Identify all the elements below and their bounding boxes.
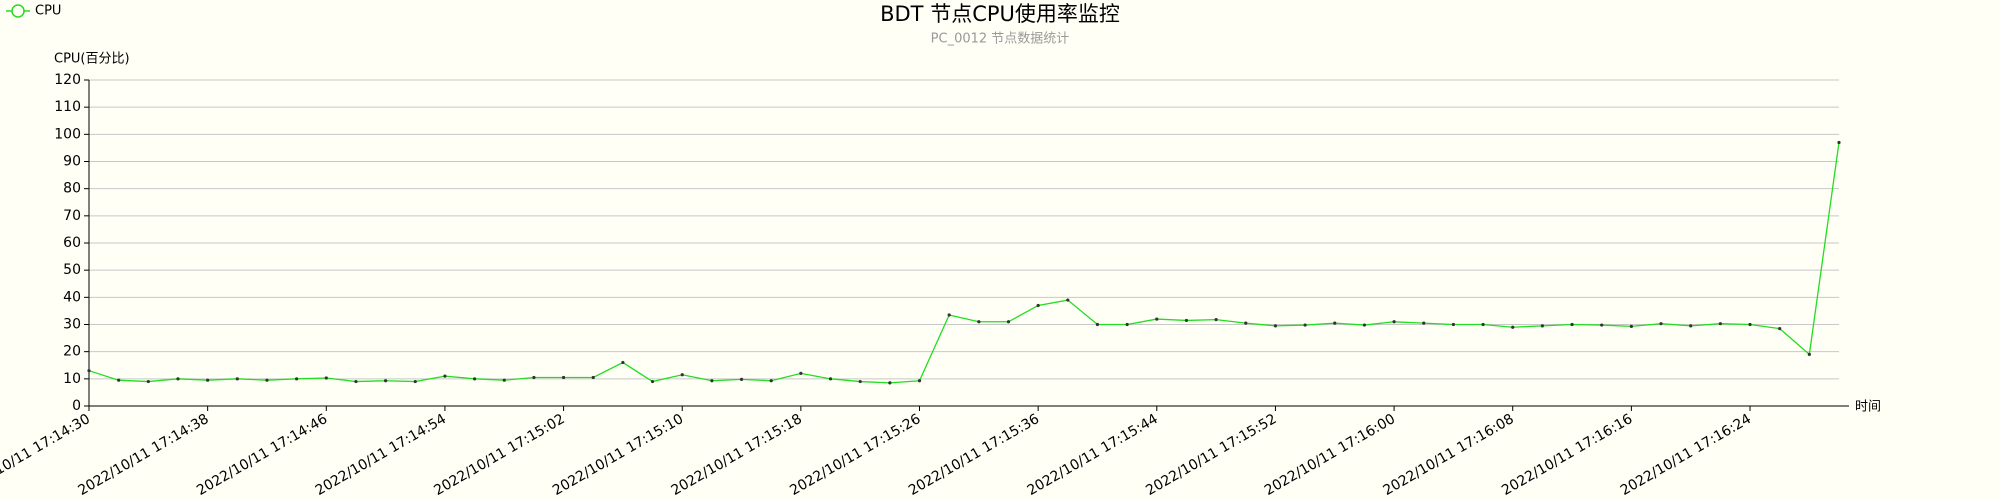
data-point [1629, 324, 1633, 329]
data-point [1066, 298, 1070, 302]
data-point [472, 377, 477, 381]
data-point [384, 379, 388, 383]
data-point [1748, 322, 1752, 327]
data-point [532, 375, 536, 380]
data-point [1540, 324, 1544, 328]
data-point [413, 379, 417, 384]
data-point [235, 377, 239, 381]
y-tick-label: 80 [63, 181, 81, 197]
data-point [324, 376, 328, 380]
data-point [295, 377, 299, 381]
data-point [977, 320, 981, 324]
data-point [1807, 352, 1811, 356]
data-point [117, 378, 121, 382]
y-tick-label: 10 [63, 371, 81, 387]
data-point [888, 381, 892, 385]
data-point [1422, 321, 1426, 325]
data-point [858, 379, 862, 384]
data-point [1125, 322, 1129, 327]
data-point [1481, 322, 1485, 327]
data-point [591, 375, 595, 380]
data-point [1184, 318, 1189, 323]
data-point [621, 360, 625, 365]
data-point [828, 377, 833, 381]
y-tick-label: 0 [72, 398, 81, 414]
data-point [176, 377, 180, 381]
y-tick-label: 40 [63, 289, 81, 305]
data-point [1718, 322, 1722, 326]
y-tick-label: 30 [63, 317, 81, 333]
data-point [1570, 322, 1574, 327]
data-point [1511, 325, 1515, 329]
y-tick-label: 70 [63, 208, 81, 224]
chart-subtitle: PC_0012 节点数据统计 [931, 32, 1070, 47]
data-point [1451, 322, 1456, 327]
data-point [1689, 324, 1693, 328]
data-point [1392, 320, 1396, 324]
data-point [1006, 320, 1011, 324]
data-point [561, 375, 566, 380]
data-point [1036, 303, 1040, 308]
data-point [769, 379, 773, 383]
data-line [88, 142, 1840, 384]
data-point [917, 379, 922, 383]
data-point [1362, 323, 1367, 327]
y-tick-label: 50 [63, 262, 81, 278]
data-point [1273, 324, 1278, 328]
y-tick-label: 100 [54, 126, 81, 142]
data-point [502, 378, 506, 382]
data-point [680, 373, 684, 377]
data-point [354, 379, 358, 384]
data-point [1155, 317, 1159, 321]
data-point [1659, 322, 1663, 326]
data-point [1778, 326, 1782, 331]
data-point [947, 313, 951, 317]
data-point [1095, 322, 1100, 327]
data-point [443, 374, 447, 378]
data-point [799, 371, 803, 375]
data-point [1600, 323, 1604, 327]
data-point [739, 377, 744, 381]
data-point [1333, 321, 1337, 325]
y-tick-label: 20 [63, 344, 81, 360]
data-point [1303, 323, 1307, 327]
data-point [87, 369, 91, 373]
legend-label: CPU [35, 4, 61, 19]
data-point [1837, 140, 1841, 145]
data-point [265, 378, 269, 382]
y-tick-label: 110 [54, 99, 81, 115]
y-axis-label: CPU(百分比) [54, 52, 130, 67]
legend-marker [11, 4, 25, 18]
data-point [650, 379, 655, 384]
x-axis-label: 时间 [1855, 400, 1881, 415]
y-tick-label: 60 [63, 235, 81, 251]
y-tick-label: 120 [54, 72, 81, 88]
y-tick-label: 90 [63, 154, 81, 170]
chart-title: BDT 节点CPU使用率监控 [880, 2, 1120, 26]
data-point [710, 379, 714, 383]
data-point [1244, 321, 1248, 325]
data-point [1214, 318, 1218, 322]
data-point [146, 379, 150, 384]
data-point [206, 378, 210, 382]
